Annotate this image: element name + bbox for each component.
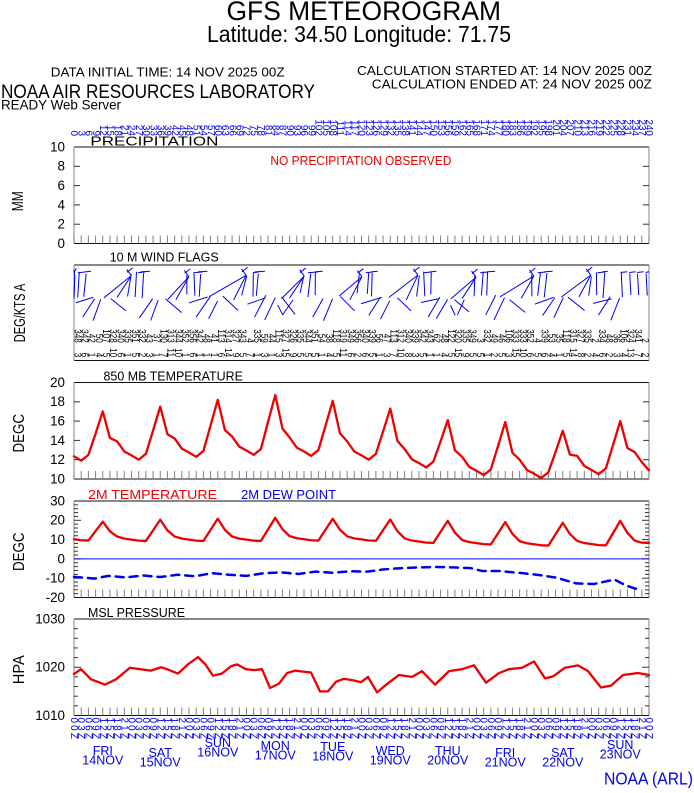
svg-text:DATA INITIAL TIME: 14 NOV 2025: DATA INITIAL TIME: 14 NOV 2025 00Z bbox=[51, 65, 285, 80]
svg-text:-20: -20 bbox=[46, 590, 65, 605]
svg-text:240: 240 bbox=[643, 119, 654, 136]
svg-text:19NOV: 19NOV bbox=[370, 754, 412, 768]
svg-text:2: 2 bbox=[58, 217, 65, 232]
svg-text:20: 20 bbox=[50, 375, 65, 390]
svg-text:10: 10 bbox=[50, 471, 65, 486]
svg-text:2: 2 bbox=[639, 338, 650, 343]
svg-text:8: 8 bbox=[58, 159, 65, 174]
svg-text:30: 30 bbox=[50, 493, 65, 508]
svg-text:22NOV: 22NOV bbox=[542, 756, 584, 770]
svg-text:Latitude: 34.50 Longitude: 71: Latitude: 34.50 Longitude: 71.75 bbox=[207, 21, 511, 47]
svg-text:00Z: 00Z bbox=[643, 718, 654, 742]
svg-text:MM: MM bbox=[10, 191, 27, 211]
svg-text:16: 16 bbox=[50, 414, 65, 429]
svg-text:14NOV: 14NOV bbox=[82, 754, 124, 768]
svg-text:DEGC: DEGC bbox=[11, 414, 28, 453]
svg-text:0: 0 bbox=[58, 551, 65, 566]
svg-text:20NOV: 20NOV bbox=[427, 754, 469, 768]
svg-text:18: 18 bbox=[50, 394, 65, 409]
svg-text:CALCULATION STARTED AT: 14 NOV: CALCULATION STARTED AT: 14 NOV 2025 00Z bbox=[357, 63, 652, 78]
svg-text:10: 10 bbox=[50, 532, 65, 547]
svg-text:20: 20 bbox=[50, 513, 65, 528]
svg-text:18NOV: 18NOV bbox=[312, 750, 354, 764]
svg-text:2: 2 bbox=[639, 353, 650, 358]
svg-text:DEGC: DEGC bbox=[11, 532, 28, 571]
svg-text:21NOV: 21NOV bbox=[485, 756, 527, 770]
svg-text:850 MB TEMPERATURE: 850 MB TEMPERATURE bbox=[104, 368, 244, 383]
svg-text:NOAA (ARL): NOAA (ARL) bbox=[604, 769, 693, 789]
svg-text:6: 6 bbox=[58, 178, 65, 193]
svg-text:1030: 1030 bbox=[35, 611, 65, 626]
svg-text:15NOV: 15NOV bbox=[140, 756, 182, 770]
svg-text:1020: 1020 bbox=[35, 660, 65, 675]
svg-text:HPA: HPA bbox=[11, 655, 28, 685]
svg-text:4: 4 bbox=[58, 197, 66, 212]
svg-text:NO PRECIPITATION OBSERVED: NO PRECIPITATION OBSERVED bbox=[270, 153, 451, 168]
svg-text:23NOV: 23NOV bbox=[600, 748, 642, 762]
svg-text:1010: 1010 bbox=[35, 708, 65, 723]
svg-text:0: 0 bbox=[58, 236, 65, 251]
svg-text:16NOV: 16NOV bbox=[197, 746, 239, 760]
svg-text:READY Web Server: READY Web Server bbox=[1, 97, 121, 112]
svg-text:10: 10 bbox=[50, 139, 65, 154]
svg-text:DEG/KTS A: DEG/KTS A bbox=[12, 283, 29, 342]
svg-text:12: 12 bbox=[50, 452, 65, 467]
svg-text:10 M WIND FLAGS: 10 M WIND FLAGS bbox=[110, 250, 219, 265]
svg-text:2M TEMPERATURE: 2M TEMPERATURE bbox=[88, 487, 217, 502]
svg-text:2M DEW POINT: 2M DEW POINT bbox=[241, 487, 336, 502]
svg-text:17NOV: 17NOV bbox=[255, 749, 297, 763]
svg-text:PRECIPITATION: PRECIPITATION bbox=[90, 134, 218, 149]
svg-text:-10: -10 bbox=[46, 571, 65, 586]
svg-text:MSL PRESSURE: MSL PRESSURE bbox=[88, 605, 185, 620]
svg-text:14: 14 bbox=[50, 433, 65, 448]
svg-text:CALCULATION ENDED AT: 24 NOV 2: CALCULATION ENDED AT: 24 NOV 2025 00Z bbox=[372, 77, 652, 92]
